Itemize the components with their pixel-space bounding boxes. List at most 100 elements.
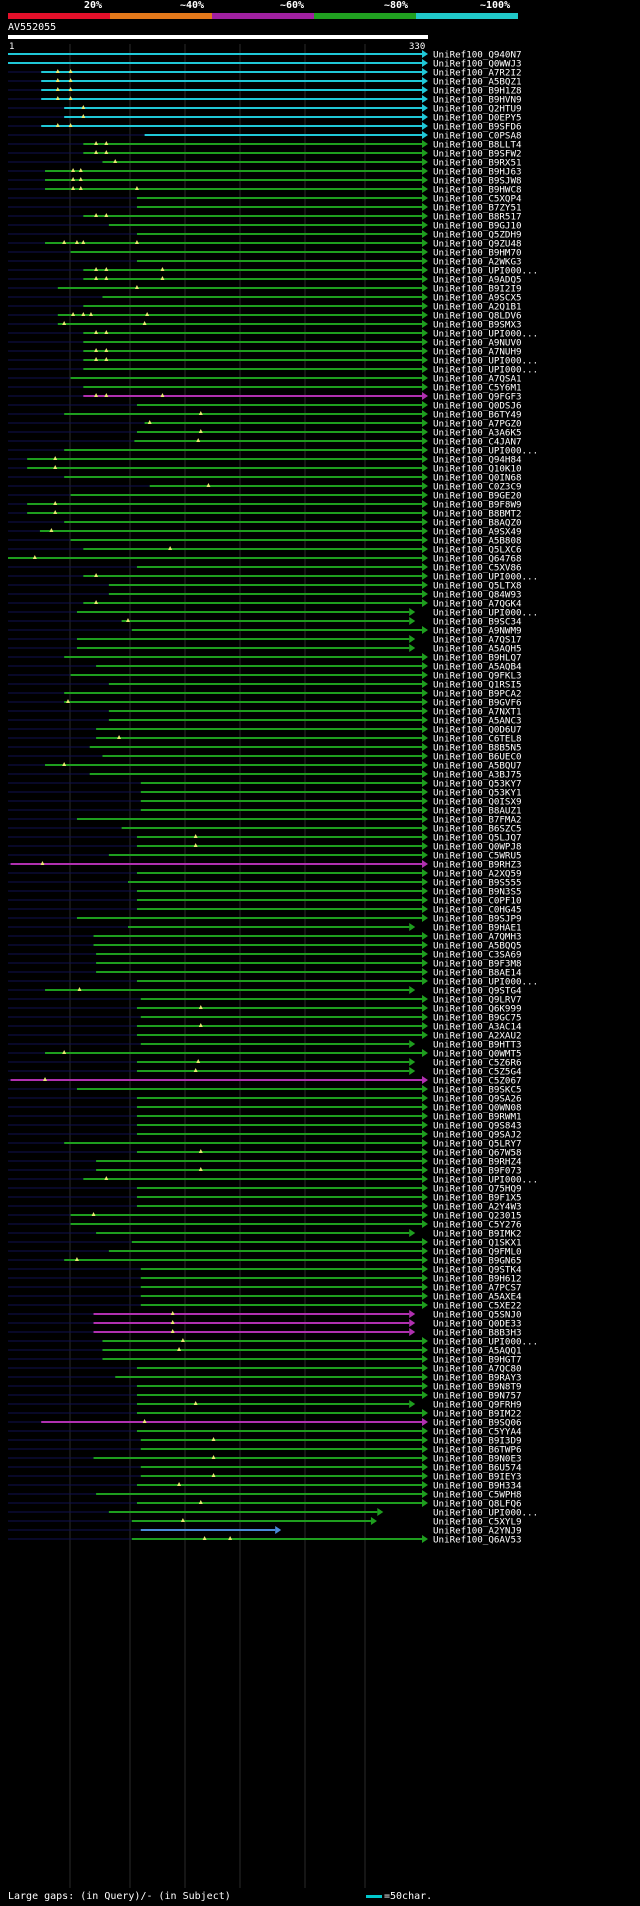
gap-marker bbox=[94, 330, 99, 334]
gap-marker bbox=[134, 240, 139, 244]
hit-end-arrow bbox=[422, 1031, 428, 1039]
hit-label: UniRef100_Q9STK4 bbox=[433, 1265, 522, 1276]
gap-marker bbox=[77, 987, 82, 991]
hit-end-arrow bbox=[422, 860, 428, 868]
gap-marker bbox=[71, 168, 76, 172]
hit-end-arrow bbox=[422, 932, 428, 940]
gap-marker bbox=[68, 78, 73, 82]
hit-end-arrow bbox=[422, 1265, 428, 1273]
hit-label: UniRef100_Q0ISX9 bbox=[433, 797, 522, 808]
hit-label: UniRef100_B9SC34 bbox=[433, 617, 522, 628]
hit-label: UniRef100_Q5LRY7 bbox=[433, 1139, 522, 1150]
hit-label: UniRef100_B6TWP6 bbox=[433, 1445, 522, 1456]
hit-end-arrow bbox=[422, 356, 428, 364]
hit-end-arrow bbox=[422, 1049, 428, 1057]
hit-label: UniRef100_C5XQP4 bbox=[433, 194, 522, 205]
hit-end-arrow bbox=[422, 473, 428, 481]
gap-marker bbox=[71, 312, 76, 316]
hit-end-arrow bbox=[422, 1220, 428, 1228]
hit-end-arrow bbox=[422, 428, 428, 436]
gap-marker bbox=[74, 1257, 79, 1261]
hit-label: UniRef100_A5AQH5 bbox=[433, 644, 522, 655]
hit-end-arrow bbox=[422, 968, 428, 976]
hit-label: UniRef100_UPI000... bbox=[433, 608, 538, 619]
hit-label: UniRef100_Q1RSI5 bbox=[433, 680, 522, 691]
hit-end-arrow bbox=[422, 950, 428, 958]
hit-end-arrow bbox=[422, 257, 428, 265]
hit-end-arrow bbox=[409, 644, 416, 652]
hit-end-arrow bbox=[422, 455, 428, 463]
hit-end-arrow bbox=[422, 716, 428, 724]
hit-label: UniRef100_A5ANC3 bbox=[433, 716, 522, 727]
hit-end-arrow bbox=[422, 1166, 428, 1174]
gap-marker bbox=[142, 321, 147, 325]
legend-color-segment bbox=[8, 13, 110, 19]
gap-marker bbox=[126, 618, 130, 622]
hit-label: UniRef100_Q0DSJ6 bbox=[433, 401, 522, 412]
hit-end-arrow bbox=[422, 1445, 428, 1453]
hit-end-arrow bbox=[422, 1193, 428, 1201]
hit-label: UniRef100_UPI000... bbox=[433, 266, 538, 277]
hit-label: UniRef100_A5AQB4 bbox=[433, 662, 522, 673]
query-end-label: 330 bbox=[409, 42, 426, 52]
hit-label: UniRef100_Q9S843 bbox=[433, 1121, 522, 1132]
hit-end-arrow bbox=[422, 788, 428, 796]
hit-end-arrow bbox=[422, 518, 428, 526]
hit-end-arrow bbox=[422, 365, 428, 373]
hit-label: UniRef100_Q9SA26 bbox=[433, 1094, 522, 1105]
hit-end-arrow bbox=[422, 1283, 428, 1291]
hit-end-arrow bbox=[422, 1436, 428, 1444]
gap-marker bbox=[94, 357, 99, 361]
hit-label: UniRef100_B6SZC5 bbox=[433, 824, 522, 835]
hit-label: UniRef100_B9SKC5 bbox=[433, 1085, 522, 1096]
legend-percent-label: 20% bbox=[84, 0, 103, 11]
hit-label: UniRef100_Q53KY1 bbox=[433, 788, 522, 799]
hit-end-arrow bbox=[409, 1319, 416, 1327]
hit-label: UniRef100_B9S555 bbox=[433, 878, 522, 889]
hit-label: UniRef100_C5Z067 bbox=[433, 1076, 522, 1087]
gap-marker bbox=[104, 267, 109, 271]
hit-label: UniRef100_B9I3D9 bbox=[433, 1436, 522, 1447]
hit-label: UniRef100_Q84W93 bbox=[433, 590, 522, 601]
hit-label: UniRef100_B7FMA2 bbox=[433, 815, 522, 826]
hit-end-arrow bbox=[422, 536, 428, 544]
gap-marker bbox=[206, 483, 211, 487]
hit-end-arrow bbox=[409, 1040, 416, 1048]
hit-label: UniRef100_C5XV86 bbox=[433, 563, 522, 574]
hit-label: UniRef100_B9H334 bbox=[433, 1481, 522, 1492]
hit-label: UniRef100_Q0WWJ3 bbox=[433, 59, 522, 70]
gap-marker bbox=[104, 213, 109, 217]
gap-marker bbox=[104, 276, 109, 280]
hit-end-arrow bbox=[422, 1022, 428, 1030]
hit-label: UniRef100_A5BQQ5 bbox=[433, 941, 522, 952]
gap-marker bbox=[78, 168, 83, 172]
hit-end-arrow bbox=[422, 158, 428, 166]
hit-end-arrow bbox=[422, 806, 428, 814]
gap-marker bbox=[53, 456, 58, 460]
gap-marker bbox=[142, 1419, 147, 1423]
hit-label: UniRef100_B9HJ63 bbox=[433, 167, 522, 178]
hit-end-arrow bbox=[422, 554, 428, 562]
hit-label: UniRef100_B6UEC0 bbox=[433, 752, 522, 763]
hit-end-arrow bbox=[422, 275, 428, 283]
hit-label: UniRef100_B9RX51 bbox=[433, 158, 522, 169]
gap-marker bbox=[68, 123, 73, 127]
hit-label: UniRef100_Q10K10 bbox=[433, 464, 522, 475]
hit-label: UniRef100_B8AE14 bbox=[433, 968, 522, 979]
gap-marker bbox=[170, 1320, 175, 1324]
hit-end-arrow bbox=[422, 149, 428, 157]
hit-end-arrow bbox=[422, 284, 428, 292]
gap-marker bbox=[104, 348, 109, 352]
gap-marker bbox=[94, 213, 99, 217]
hit-end-arrow bbox=[422, 203, 428, 211]
hit-label: UniRef100_B9SFD6 bbox=[433, 122, 522, 133]
hit-end-arrow bbox=[370, 1517, 377, 1525]
hit-label: UniRef100_Q0WN08 bbox=[433, 1103, 522, 1114]
hit-label: UniRef100_C5Z5G4 bbox=[433, 1067, 522, 1078]
gap-marker bbox=[91, 1212, 96, 1216]
hit-label: UniRef100_B9RHZ3 bbox=[433, 860, 522, 871]
hit-end-arrow bbox=[422, 1004, 428, 1012]
hit-end-arrow bbox=[422, 1535, 428, 1543]
hit-end-arrow bbox=[422, 1211, 428, 1219]
hit-end-arrow bbox=[422, 653, 428, 661]
